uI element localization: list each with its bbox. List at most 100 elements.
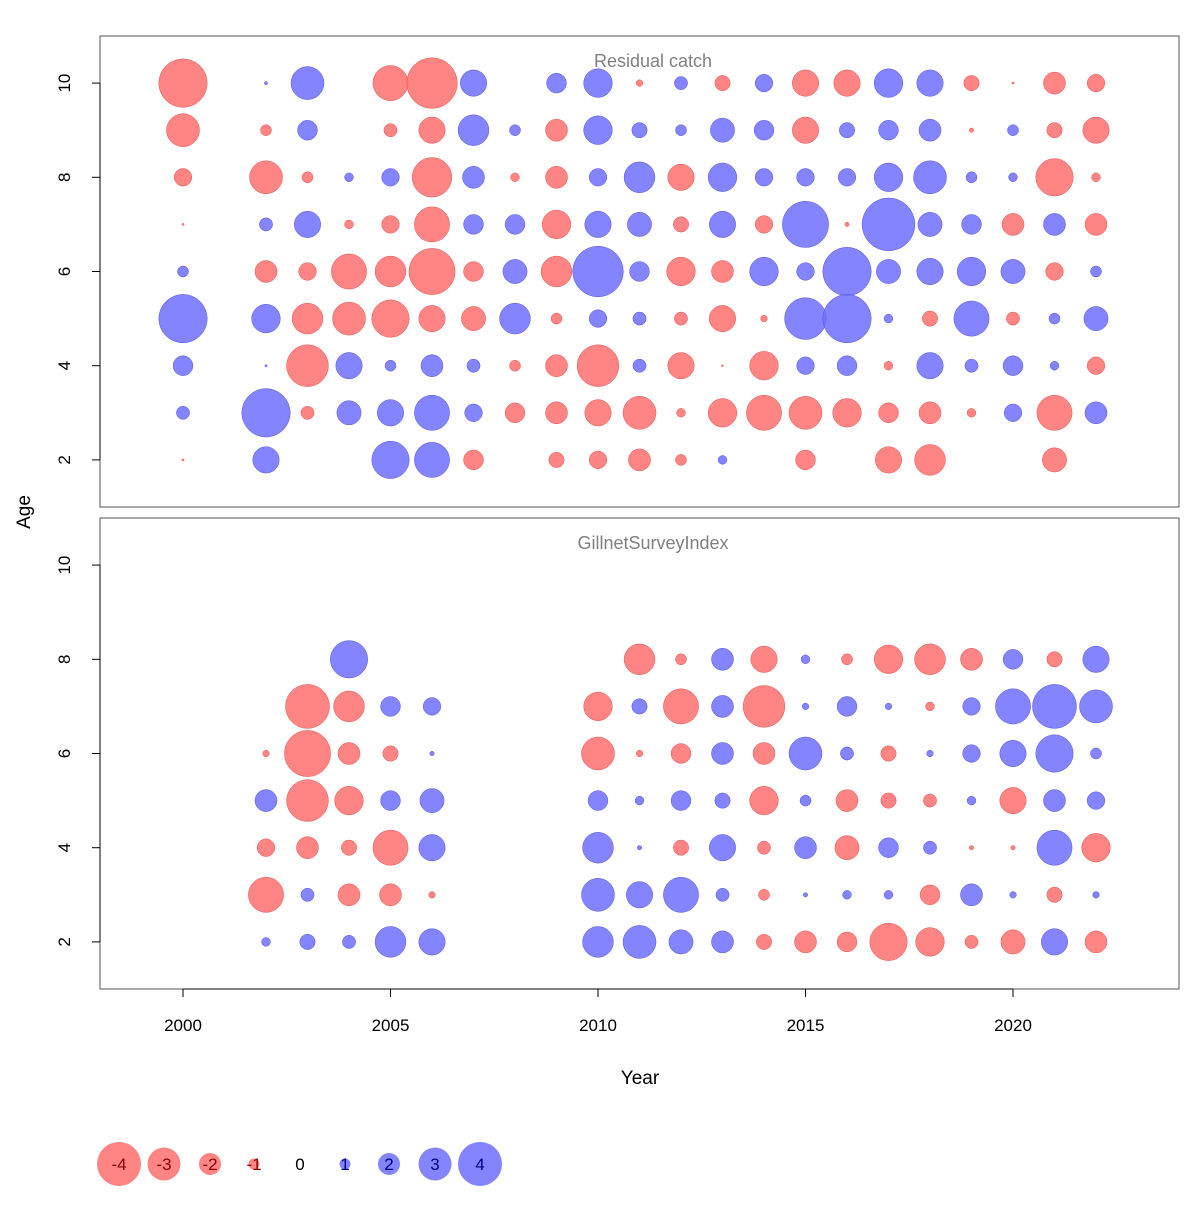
residual-bubble — [509, 124, 521, 136]
residual-bubble — [923, 793, 937, 808]
residual-bubble — [961, 214, 982, 235]
residual-bubble — [714, 75, 731, 92]
residual-bubble — [635, 749, 644, 758]
residual-bubble — [746, 394, 782, 431]
residual-bubble — [709, 305, 736, 333]
residual-bubble — [463, 449, 484, 471]
residual-bubble — [709, 834, 736, 862]
residual-bubble — [753, 120, 775, 141]
residual-bubble — [262, 749, 270, 758]
residual-bubble — [799, 794, 812, 807]
residual-bubble — [294, 210, 321, 238]
y-tick-label: 6 — [55, 267, 74, 276]
residual-bubble — [995, 688, 1031, 725]
residual-bubble — [919, 884, 941, 905]
residual-bubble — [582, 832, 614, 864]
residual-bubble — [584, 210, 612, 238]
legend-label: -1 — [246, 1155, 261, 1174]
residual-bubble — [332, 301, 366, 336]
residual-bubble — [256, 838, 276, 857]
residual-bubble — [675, 653, 687, 666]
residual-bubble — [1045, 262, 1064, 281]
residual-bubble — [754, 168, 774, 187]
legend-bubble — [199, 1153, 221, 1175]
y-tick-label: 4 — [55, 843, 74, 852]
residual-bubble — [962, 744, 981, 763]
residual-bubble — [752, 742, 776, 765]
residual-bubble — [418, 928, 446, 956]
bubble-size-legend: -4 -3 -2 -1 0 1 2 3 4 — [97, 1142, 502, 1186]
panel-gillnet-survey-index: GillnetSurveyIndex 2 4 6 8 10 — [55, 517, 1180, 990]
residual-bubble — [1082, 116, 1110, 144]
residual-bubble — [754, 215, 774, 234]
residual-bubble — [1009, 891, 1017, 899]
residual-bubble — [176, 405, 190, 420]
y-axis: 2 4 6 8 10 — [55, 556, 101, 947]
legend-bubble — [378, 1153, 400, 1175]
residual-bubble — [663, 876, 699, 913]
residual-bubble — [883, 313, 894, 324]
residual-bubble — [873, 162, 904, 192]
residual-bubble — [969, 127, 974, 133]
residual-bubble — [917, 212, 943, 237]
residual-bubble — [581, 736, 615, 771]
residual-bubble — [792, 116, 819, 144]
residual-bubble — [418, 834, 446, 862]
residual-bubble — [1090, 747, 1102, 760]
residual-bubble — [333, 690, 365, 723]
residual-bubble — [1086, 356, 1106, 375]
residual-bubble — [422, 697, 442, 716]
residual-bubble — [880, 792, 897, 809]
residual-bubble — [546, 72, 567, 94]
residual-bubble — [344, 172, 354, 182]
residual-bubble — [1086, 791, 1106, 810]
residual-bubble — [510, 172, 520, 182]
residual-bubble — [264, 364, 268, 368]
residual-bubble — [918, 118, 942, 142]
residual-bubble — [499, 302, 531, 335]
residual-bubble — [833, 69, 861, 97]
residual-bubble — [504, 402, 526, 423]
residual-bubble — [583, 691, 613, 721]
residual-bubble — [581, 878, 615, 912]
y-tick-label: 10 — [55, 74, 74, 93]
residual-bubble — [334, 786, 364, 816]
residual-bubble — [331, 253, 367, 290]
residual-bubble — [1092, 891, 1100, 899]
legend-label: -4 — [111, 1155, 126, 1174]
legend-bubble — [418, 1147, 452, 1181]
residual-bubble — [420, 354, 444, 377]
legend-bubble — [248, 1158, 260, 1170]
residual-bubble — [418, 116, 446, 144]
y-axis-title: Age — [14, 495, 35, 529]
residual-bubble — [965, 171, 978, 184]
residual-bubble — [166, 113, 200, 147]
residual-bubble — [835, 789, 859, 812]
residual-bubble — [286, 344, 329, 387]
residual-bubble — [330, 640, 368, 679]
residual-bubble — [252, 446, 280, 474]
residual-bubble — [1043, 789, 1066, 812]
residual-bubble — [836, 931, 858, 953]
residual-bubble — [582, 926, 614, 958]
residual-bubble — [796, 262, 815, 281]
residual-bubble — [709, 210, 736, 238]
residual-bubble — [1002, 649, 1024, 670]
residual-bubble — [545, 118, 568, 142]
residual-bubble — [177, 265, 189, 278]
residual-bubble — [379, 883, 402, 907]
residual-bubble — [502, 259, 528, 284]
y-tick-label: 2 — [55, 937, 74, 946]
residual-bubble — [623, 643, 656, 675]
residual-bubble — [1084, 213, 1108, 236]
residual-bubble — [254, 260, 278, 283]
residual-bubble — [419, 788, 445, 813]
residual-bubble — [916, 352, 944, 380]
residual-bubble — [842, 890, 852, 900]
residual-bubble — [883, 890, 894, 900]
residual-bubble — [711, 695, 734, 718]
residual-bubble — [721, 364, 724, 367]
residual-bubble — [335, 352, 363, 380]
residual-bubble — [788, 396, 823, 430]
residual-bubble — [711, 260, 734, 283]
